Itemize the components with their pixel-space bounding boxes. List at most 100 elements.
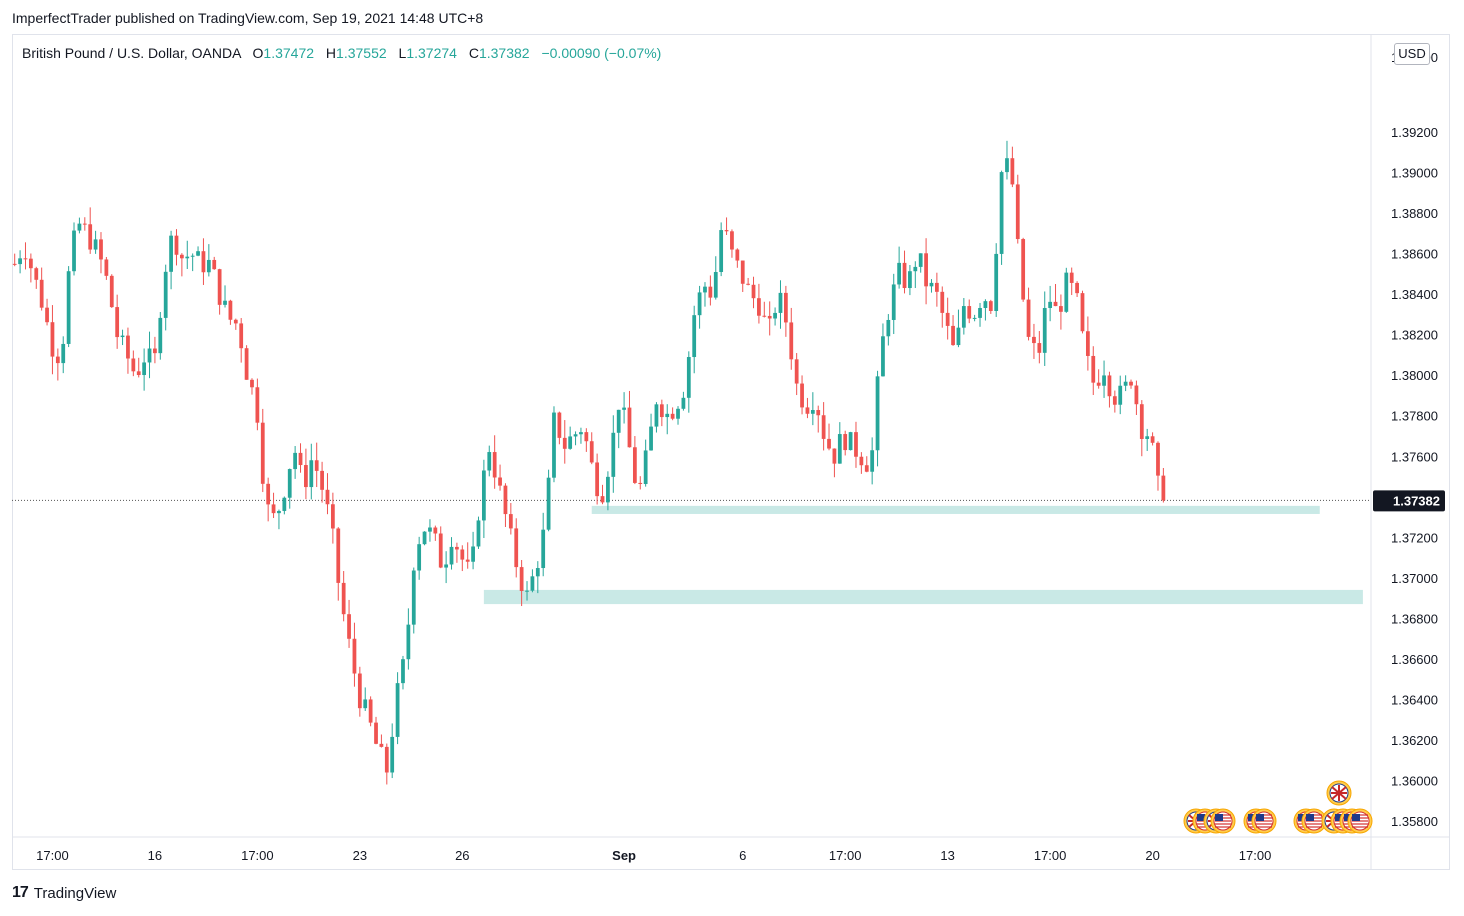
candle-body [1112,396,1117,405]
candle [1112,390,1117,413]
candle [692,305,697,374]
currency-badge[interactable]: USD [1394,43,1430,65]
candle-body [45,307,49,323]
candle-body [309,460,314,488]
low-label: L [398,45,407,61]
candle-body [325,489,330,505]
candle [417,536,422,580]
footer-brand[interactable]: TradingView [33,884,117,902]
candle-body [433,527,438,534]
candle-body [967,306,972,319]
candle-body [34,268,39,280]
candle [266,477,271,522]
candle [153,336,157,364]
high-value: 1.37552 [336,45,387,61]
candle [330,492,335,544]
candle-body [821,415,826,439]
candle-body [147,348,152,363]
candle-body [250,379,254,388]
candle-body [368,699,373,723]
candle [767,301,772,336]
candle-body [28,258,33,269]
candle [287,468,292,509]
candle-body [649,426,653,451]
candle [611,415,616,493]
candle-body [789,322,794,360]
candle-body [438,533,443,568]
support-zones [483,505,1363,605]
candle-body [762,315,767,317]
candle-body [217,269,222,305]
candle-body [153,348,157,354]
candle [757,283,761,324]
candle [1015,174,1020,244]
candle-body [298,452,303,466]
candle-body [961,306,966,328]
candle-body [945,312,950,326]
candle-body [1059,306,1063,312]
candle-body [1042,307,1047,353]
candle-body [767,315,772,319]
candle [325,473,330,515]
candle-body [109,275,114,308]
candle [902,250,907,294]
price-tick-label: 1.38600 [1391,247,1438,262]
candle-body [1037,343,1042,353]
candle [665,404,670,435]
candle [239,318,244,363]
candle-body [1091,355,1096,383]
candle [352,622,357,687]
candle [552,406,556,483]
candle-body [260,422,265,484]
candle [363,687,368,711]
price-tick-label: 1.38400 [1391,287,1438,302]
candle-body [503,485,508,515]
candle [778,280,783,329]
candle-body [719,230,724,273]
candle-body [1010,158,1015,185]
candle-body [277,510,281,514]
candle [45,298,49,326]
candle-body [1123,381,1128,386]
candle-body [282,497,287,511]
candle-body [115,307,120,338]
tradingview-logo-icon[interactable]: 17 [12,884,29,901]
candle [934,272,939,307]
candle-body [212,259,217,270]
candle-body [158,317,163,354]
symbol-legend: British Pound / U.S. Dollar, OANDA O1.37… [22,45,661,61]
candle-body [918,253,923,267]
candle-body [196,251,200,256]
candle-body [929,282,934,287]
candle-body [363,699,368,709]
candle [126,327,130,374]
candle [832,448,837,478]
candle [945,297,950,340]
open-value: 1.37472 [263,45,315,61]
candle [789,307,794,370]
candle-body [632,447,637,483]
support-zone-2 [483,589,1363,605]
candle-body [401,659,405,684]
candle [978,302,982,327]
candle-body [66,271,71,344]
candle [1107,371,1112,408]
time-tick-label: 17:00 [36,848,69,863]
price-axis: 1.39200 1.39000 1.38800 1.38600 1.38400 1.382… [1391,50,1438,829]
candle-body [390,736,395,773]
candle [309,443,314,500]
candle [174,229,179,266]
candle [730,229,734,258]
candle [503,483,508,528]
candle [1161,467,1166,503]
candle [1145,428,1150,451]
candle [374,716,378,745]
candle-body [730,231,734,250]
price-tick-label: 1.35800 [1391,814,1438,829]
candle [61,336,66,374]
candle-body [50,322,55,357]
candle-body [525,590,529,592]
candle-body [1085,331,1090,356]
candle-body [627,407,632,448]
